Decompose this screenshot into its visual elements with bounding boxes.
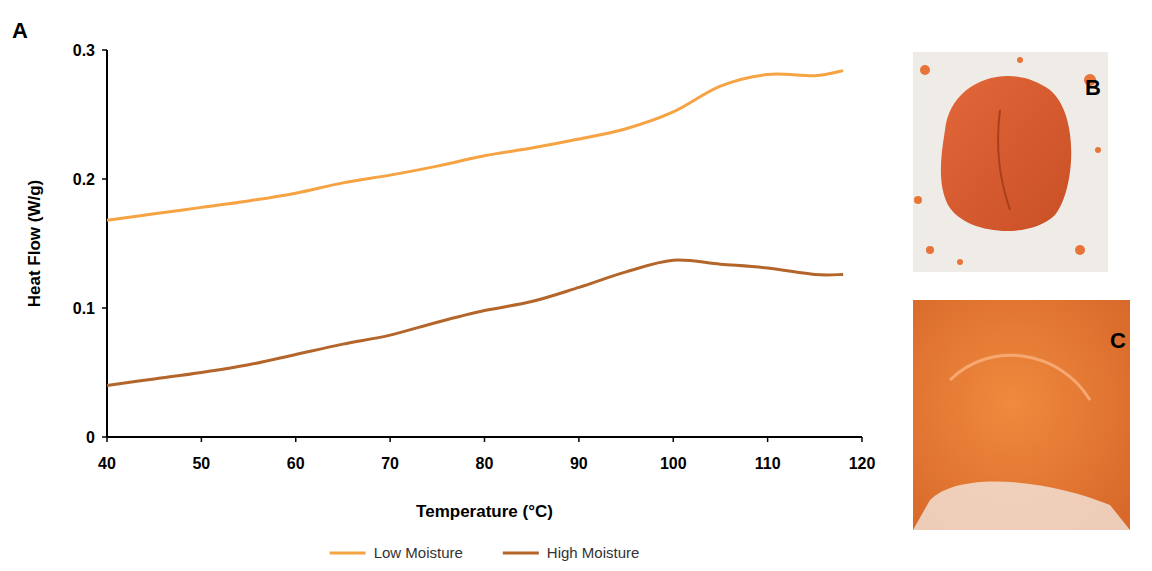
speck <box>1075 245 1085 255</box>
x-tick <box>295 437 297 442</box>
y-tick <box>102 178 107 180</box>
y-tick-label: 0.1 <box>73 300 95 317</box>
panel-label: A <box>12 18 28 43</box>
x-tick <box>389 437 391 442</box>
y-axis-line <box>106 50 108 437</box>
figure: A B C 0 0.1 0.2 0.3 40 50 60 70 80 90 100 110 120 Temper… <box>0 0 1152 571</box>
legend-label: High Moisture <box>547 544 640 561</box>
speck <box>926 246 934 254</box>
sample-blob <box>941 76 1071 231</box>
y-tick-label: 0 <box>86 429 95 446</box>
x-tick-label: 40 <box>98 455 116 472</box>
legend-swatch <box>330 552 366 555</box>
x-tick-label: 70 <box>381 455 399 472</box>
x-tick <box>106 437 108 442</box>
y-tick <box>102 307 107 309</box>
x-tick-label: 80 <box>476 455 494 472</box>
x-tick <box>861 437 863 442</box>
photo-c <box>913 300 1130 530</box>
photo-b <box>913 52 1108 272</box>
speck <box>1017 57 1023 63</box>
x-tick-label: 110 <box>755 455 781 472</box>
sheen <box>950 355 1090 400</box>
x-tick <box>578 437 580 442</box>
y-axis-title: Heat Flow (W/g) <box>25 180 44 307</box>
plot-area <box>107 71 843 386</box>
x-tick <box>767 437 769 442</box>
x-tick <box>201 437 203 442</box>
photo-background <box>913 52 1108 272</box>
x-axis-title: Temperature (°C) <box>416 502 553 521</box>
legend-label: Low Moisture <box>374 544 463 561</box>
speck <box>920 65 930 75</box>
panel-label: C <box>1110 328 1126 353</box>
x-tick-label: 100 <box>660 455 687 472</box>
plate-edge <box>913 481 1130 530</box>
x-tick-label: 50 <box>192 455 210 472</box>
legend-swatch <box>503 552 539 555</box>
x-tick <box>484 437 486 442</box>
x-tick-label: 120 <box>849 455 876 472</box>
y-tick <box>102 49 107 51</box>
panel-label: B <box>1085 75 1101 100</box>
y-tick-label: 0.3 <box>73 42 95 59</box>
series-line <box>107 71 843 221</box>
x-tick <box>673 437 675 442</box>
y-tick-label: 0.2 <box>73 171 95 188</box>
series-line <box>107 260 843 385</box>
speck <box>914 196 922 204</box>
x-tick-label: 60 <box>287 455 305 472</box>
legend: Low Moisture High Moisture <box>330 544 640 561</box>
speck <box>1095 147 1101 153</box>
crack <box>998 110 1010 210</box>
x-tick-label: 90 <box>570 455 588 472</box>
speck <box>957 259 963 265</box>
sample-smear <box>913 300 1130 530</box>
